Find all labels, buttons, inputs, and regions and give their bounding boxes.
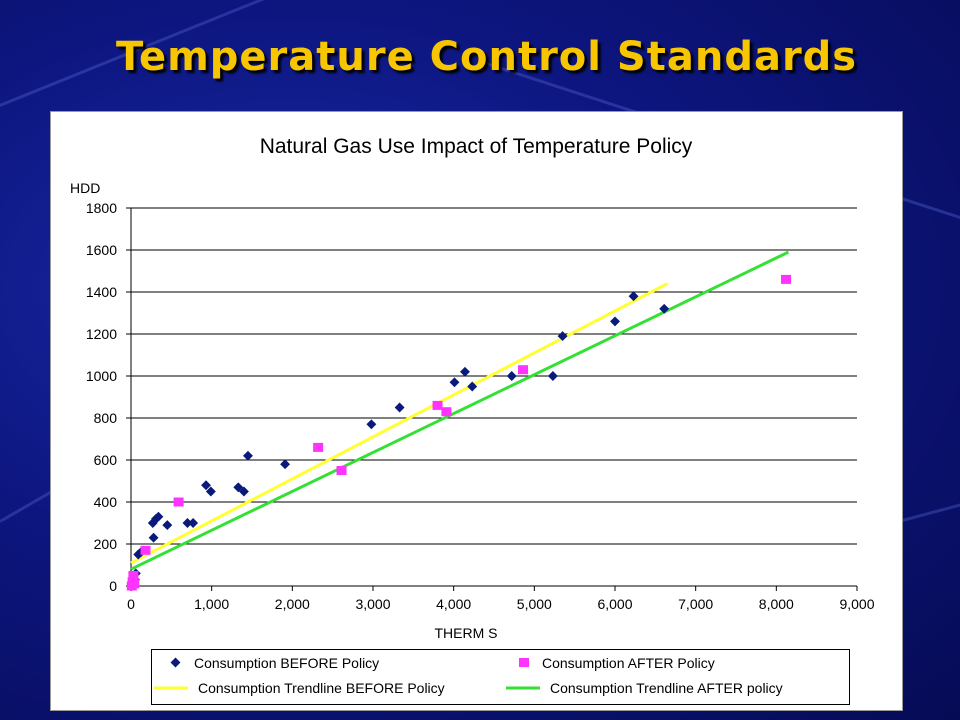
y-tick-label: 1600 [86,242,117,258]
x-tick-label: 9,000 [839,596,874,612]
data-point-before [188,518,199,528]
data-point-before [467,381,478,392]
data-point-after [518,365,529,375]
data-point-after [140,545,151,555]
data-point-after [781,274,792,284]
y-tick-label: 600 [94,452,118,468]
scatter-chart: Natural Gas Use Impact of Temperature Po… [70,135,875,641]
data-point-before [449,377,460,388]
y-tick-label: 200 [94,536,118,552]
data-point-before [182,518,193,528]
data-point-after [128,571,139,580]
data-point-after [129,579,140,589]
x-tick-label: 5,000 [517,596,552,612]
data-point-before [628,291,639,302]
data-point-after [336,466,347,475]
yellow-line-icon [154,686,188,690]
data-point-before [243,450,253,461]
axes [126,207,858,591]
x-tick-label: 0 [127,596,135,612]
x-axis-label: THERM S [435,625,498,641]
data-point-before [280,459,291,470]
slide-title: Temperature Control Standards [116,34,858,80]
legend: Consumption BEFORE Policy Consumption AF… [151,649,850,705]
x-tick-label: 1,000 [194,596,229,612]
y-tick-label: 1000 [86,368,117,384]
data-point-before [506,371,517,381]
data-point-before [205,486,216,497]
tick-labels: 0 200 400 600 800 1000 1200 1400 1600 1800 0 1,000 2… [86,200,875,612]
data-point-after [432,400,443,410]
x-tick-label: 3,000 [355,596,390,612]
chart-title: Natural Gas Use Impact of Temperature Po… [260,135,693,158]
diamond-marker-icon [170,657,181,668]
data-point-before [547,371,558,381]
chart-frame: Natural Gas Use Impact of Temperature Po… [50,111,903,711]
y-axis-label: HDD [70,180,100,196]
legend-label: Consumption Trendline BEFORE Policy [198,680,445,696]
trendline-2 [130,282,669,565]
data-point-before [148,532,159,543]
trendline-3 [130,250,790,571]
data-point-before [394,402,405,413]
legend-item-after-points: Consumption AFTER Policy [514,655,715,671]
data-point-before [153,511,164,522]
data-point-before [659,303,670,314]
legend-label: Consumption BEFORE Policy [194,655,380,671]
y-tick-label: 0 [109,578,117,594]
legend-item-after-trend: Consumption Trendline AFTER policy [504,680,783,696]
y-tick-label: 800 [94,410,118,426]
data-point-after [313,442,324,452]
data-point-before [460,366,470,377]
data-point-before [610,316,620,327]
legend-label: Consumption AFTER Policy [542,655,715,671]
green-line-icon [506,686,540,690]
grid-lines [131,207,857,545]
data-point-before [201,480,211,491]
y-tick-label: 1400 [86,284,117,300]
legend-item-before-points: Consumption BEFORE Policy [166,655,379,671]
x-tick-label: 2,000 [275,596,310,612]
square-marker-icon [519,658,529,667]
data-series [126,250,792,591]
y-tick-label: 1200 [86,326,117,342]
x-tick-label: 6,000 [597,596,632,612]
y-tick-label: 1800 [86,200,117,216]
x-tick-label: 8,000 [759,596,794,612]
data-point-before [162,520,173,531]
data-point-before [238,486,249,497]
data-point-after [441,407,452,417]
x-tick-label: 7,000 [678,596,713,612]
data-point-before [366,419,377,430]
x-tick-label: 4,000 [436,596,471,612]
data-point-after [173,497,184,507]
legend-item-before-trend: Consumption Trendline BEFORE Policy [152,680,445,696]
y-tick-label: 400 [94,494,118,510]
legend-label: Consumption Trendline AFTER policy [550,680,783,696]
